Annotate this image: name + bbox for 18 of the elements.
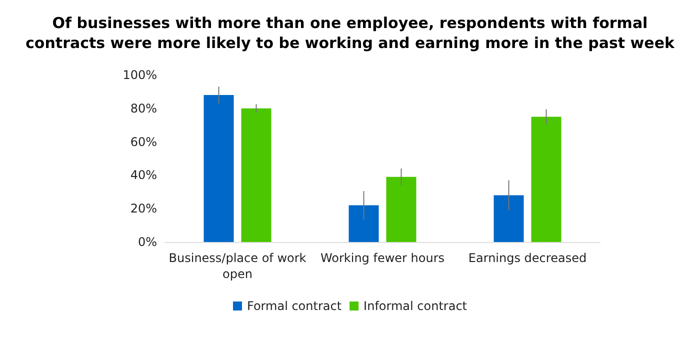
bar bbox=[494, 195, 524, 242]
chart-title: Of businesses with more than one employee, respondents with formal contracts were more likely to be working and earning more in the past week bbox=[26, 14, 676, 52]
y-tick-label: 0% bbox=[138, 235, 157, 249]
legend-label: Informal contract bbox=[364, 299, 468, 313]
legend-label: Formal contract bbox=[246, 299, 342, 313]
y-tick-label: 40% bbox=[130, 168, 157, 182]
bar bbox=[204, 95, 234, 242]
y-tick-label: 100% bbox=[122, 68, 157, 82]
y-tick-label: 20% bbox=[130, 202, 157, 216]
x-tick-label: Earnings decreased bbox=[468, 251, 587, 265]
x-tick-label: Business/place of work open bbox=[168, 251, 306, 281]
y-tick-label: 80% bbox=[130, 101, 157, 116]
bar bbox=[241, 108, 272, 242]
bar bbox=[348, 205, 379, 242]
y-tick-label: 60% bbox=[130, 134, 157, 149]
bar bbox=[386, 176, 416, 242]
bar bbox=[531, 116, 562, 242]
x-tick-label: Working fewer hours bbox=[320, 251, 445, 265]
